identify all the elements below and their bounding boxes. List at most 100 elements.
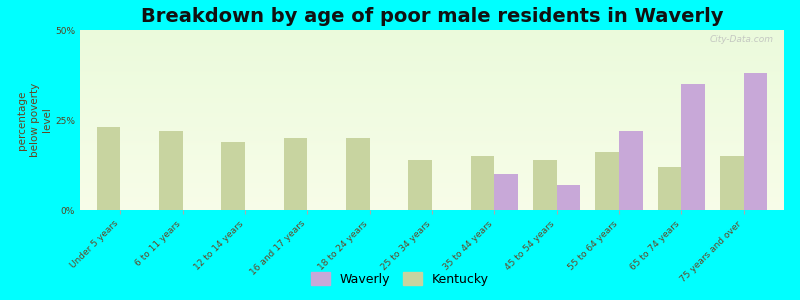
Bar bbox=[80, 91, 784, 92]
Bar bbox=[80, 100, 784, 101]
Bar bbox=[80, 204, 784, 205]
Bar bbox=[80, 168, 784, 169]
Bar bbox=[80, 42, 784, 43]
Bar bbox=[80, 156, 784, 157]
Title: Breakdown by age of poor male residents in Waverly: Breakdown by age of poor male residents … bbox=[141, 7, 723, 26]
Bar bbox=[80, 182, 784, 183]
Bar bbox=[80, 54, 784, 55]
Bar bbox=[80, 167, 784, 168]
Bar bbox=[80, 72, 784, 73]
Bar bbox=[80, 164, 784, 165]
Bar bbox=[80, 73, 784, 74]
Bar bbox=[80, 32, 784, 33]
Bar bbox=[80, 95, 784, 96]
Bar bbox=[80, 153, 784, 154]
Bar bbox=[80, 51, 784, 52]
Bar bbox=[80, 85, 784, 86]
Bar bbox=[80, 134, 784, 135]
Bar bbox=[80, 86, 784, 87]
Bar bbox=[80, 171, 784, 172]
Bar bbox=[80, 129, 784, 130]
Bar bbox=[80, 170, 784, 171]
Text: City-Data.com: City-Data.com bbox=[710, 35, 774, 44]
Bar bbox=[80, 141, 784, 142]
Bar bbox=[80, 34, 784, 35]
Bar bbox=[80, 155, 784, 156]
Bar bbox=[80, 41, 784, 42]
Bar bbox=[80, 172, 784, 173]
Bar bbox=[80, 104, 784, 105]
Bar bbox=[80, 208, 784, 209]
Bar bbox=[80, 169, 784, 170]
Bar bbox=[80, 209, 784, 210]
Bar bbox=[80, 130, 784, 131]
Bar bbox=[80, 138, 784, 139]
Bar bbox=[80, 158, 784, 159]
Bar bbox=[80, 160, 784, 161]
Bar bbox=[80, 193, 784, 194]
Bar bbox=[494, 174, 518, 210]
Bar bbox=[658, 167, 682, 210]
Bar bbox=[80, 166, 784, 167]
Bar bbox=[80, 35, 784, 36]
Bar bbox=[80, 99, 784, 100]
Bar bbox=[80, 98, 784, 99]
Bar bbox=[80, 36, 784, 37]
Bar bbox=[80, 127, 784, 128]
Bar bbox=[80, 195, 784, 196]
Bar bbox=[80, 131, 784, 132]
Bar bbox=[80, 175, 784, 176]
Bar bbox=[80, 157, 784, 158]
Bar bbox=[80, 163, 784, 164]
Bar bbox=[80, 47, 784, 48]
Bar bbox=[80, 202, 784, 203]
Bar bbox=[80, 61, 784, 62]
Bar bbox=[159, 131, 182, 210]
Bar bbox=[80, 75, 784, 76]
Bar bbox=[80, 115, 784, 116]
Bar bbox=[80, 65, 784, 66]
Bar bbox=[80, 40, 784, 41]
Bar bbox=[80, 145, 784, 146]
Bar bbox=[80, 62, 784, 63]
Bar bbox=[80, 188, 784, 189]
Bar bbox=[80, 101, 784, 102]
Bar bbox=[80, 97, 784, 98]
Bar bbox=[80, 103, 784, 104]
Bar bbox=[80, 140, 784, 141]
Bar bbox=[80, 137, 784, 138]
Bar bbox=[619, 131, 642, 210]
Bar bbox=[80, 146, 784, 147]
Bar bbox=[97, 127, 121, 210]
Bar bbox=[80, 39, 784, 40]
Bar bbox=[80, 53, 784, 54]
Bar bbox=[80, 93, 784, 94]
Bar bbox=[80, 37, 784, 38]
Bar bbox=[80, 122, 784, 123]
Bar bbox=[80, 88, 784, 89]
Bar bbox=[80, 111, 784, 112]
Bar bbox=[80, 105, 784, 106]
Bar bbox=[80, 185, 784, 186]
Bar bbox=[80, 114, 784, 115]
Bar bbox=[720, 156, 743, 210]
Bar bbox=[80, 59, 784, 60]
Legend: Waverly, Kentucky: Waverly, Kentucky bbox=[306, 267, 494, 291]
Bar bbox=[80, 194, 784, 195]
Bar bbox=[80, 148, 784, 149]
Bar bbox=[346, 138, 370, 210]
Bar bbox=[80, 169, 784, 170]
Bar bbox=[533, 160, 557, 210]
Bar bbox=[80, 83, 784, 84]
Bar bbox=[80, 56, 784, 57]
Bar bbox=[80, 197, 784, 198]
Bar bbox=[80, 78, 784, 79]
Bar bbox=[80, 201, 784, 202]
Bar bbox=[80, 126, 784, 127]
Bar bbox=[80, 112, 784, 113]
Bar bbox=[80, 48, 784, 49]
Bar bbox=[80, 143, 784, 144]
Bar bbox=[80, 125, 784, 126]
Bar bbox=[80, 74, 784, 75]
Bar bbox=[80, 190, 784, 191]
